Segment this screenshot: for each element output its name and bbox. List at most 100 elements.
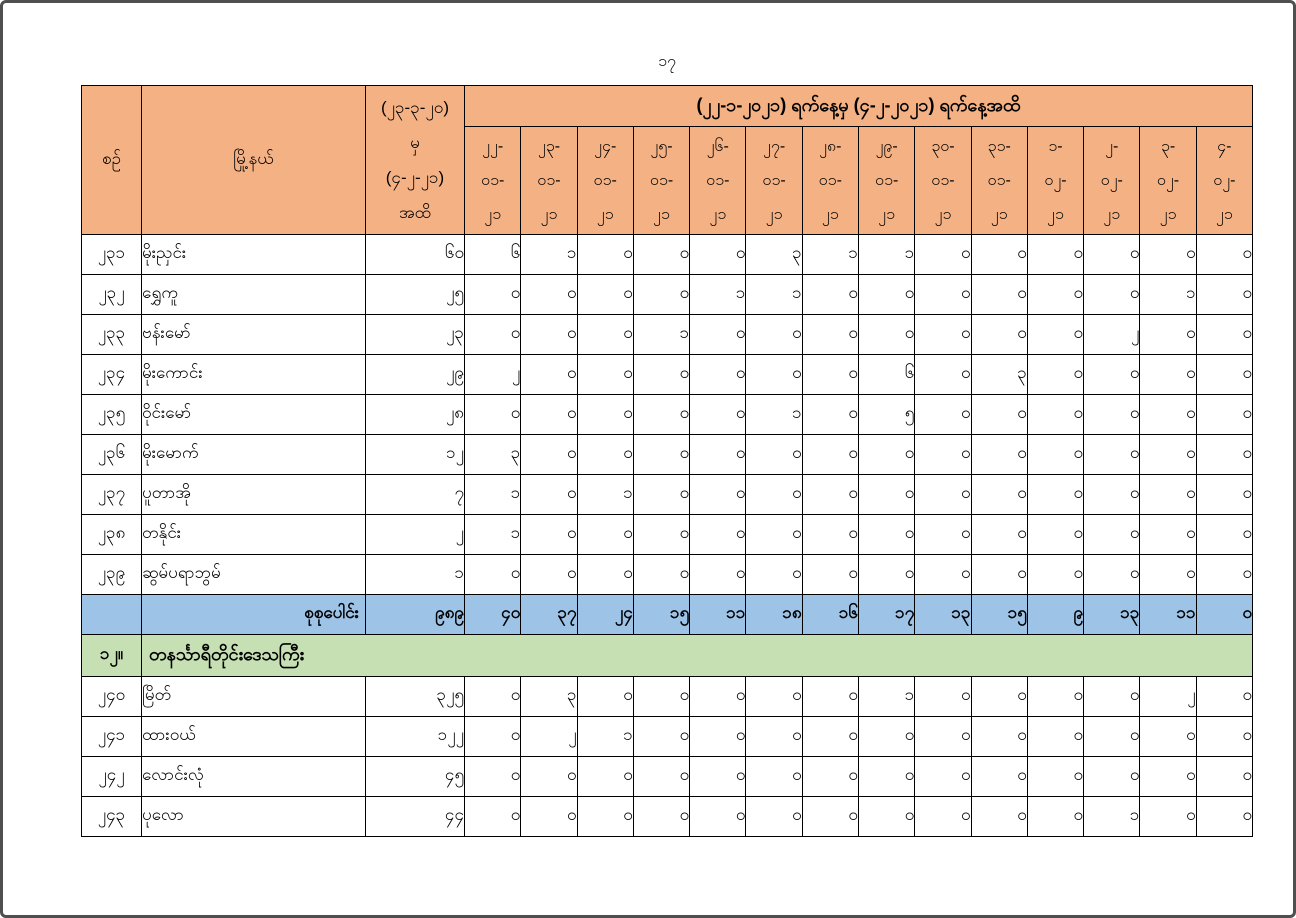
daily-value-cell: ၀ — [970, 716, 1028, 757]
daily-value-cell: ၀ — [1195, 514, 1254, 555]
daily-value-cell: ၀ — [463, 394, 522, 435]
daily-value-cell: ၀ — [1139, 796, 1197, 837]
cumulative-header-line: (၂၃-၃-၂၀) — [380, 98, 450, 117]
daily-value-cell: ၀ — [914, 394, 972, 435]
serial-cell: ၂၃၃ — [81, 314, 142, 355]
total-daily-value-cell: ၉ — [1026, 594, 1085, 635]
date-column-header: ၁- ၀၂- ၂၁ — [1026, 126, 1085, 235]
total-daily-value-cell: ၃၇ — [520, 594, 578, 635]
daily-value-cell: ၀ — [857, 796, 916, 837]
daily-value-cell: ၀ — [520, 554, 578, 595]
daily-value-cell: ၀ — [1195, 756, 1254, 797]
daily-value-cell: ၀ — [689, 716, 747, 757]
cumulative-total-cell: ၁၂၂ — [365, 716, 465, 757]
daily-value-cell: ၀ — [914, 354, 972, 395]
daily-value-cell: ၀ — [857, 514, 916, 555]
daily-value-cell: ၀ — [689, 474, 747, 515]
township-row: ၂၄၀ မြိတ် ၃၂၅၀၃၀၀၀၀၀၁၀၀၀၀၂၀ — [81, 676, 1254, 717]
table-header: စဉ် မြို့နယ် (၂၃-၃-၂၀) မှ (၄-၂-၂၁) အထိ (၂၂-… — [81, 85, 1254, 235]
daily-value-cell: ၀ — [970, 474, 1028, 515]
serial-cell: ၂၃၇ — [81, 474, 142, 515]
cumulative-total-cell: ၁ — [365, 554, 465, 595]
daily-value-cell: ၀ — [801, 554, 859, 595]
township-name-cell: မြိတ် — [141, 676, 366, 717]
daily-value-cell: ၀ — [857, 434, 916, 475]
serial-cell: ၂၃၅ — [81, 394, 142, 435]
daily-value-cell: ၀ — [1195, 354, 1254, 395]
serial-cell: ၂၃၂ — [81, 274, 142, 315]
daily-value-cell: ၀ — [463, 314, 522, 355]
daily-value-cell: ၀ — [745, 474, 803, 515]
date-column-header: ၂၂- ၀၁- ၂၁ — [463, 126, 522, 235]
serial-cell: ၂၄၃ — [81, 796, 142, 837]
daily-value-cell: ၀ — [576, 394, 634, 435]
daily-value-cell: ၀ — [1195, 554, 1254, 595]
daily-value-cell: ၀ — [745, 716, 803, 757]
daily-value-cell: ၀ — [463, 554, 522, 595]
total-row-empty-cell — [81, 594, 142, 635]
daily-value-cell: ၀ — [576, 796, 634, 837]
grand-total-row: စုစုပေါင်း ၉၈၉ ၄၀ ၃၇ ၂၄ ၁၅ ၁၁ ၁၈ ၁၆ ၁၇ ၁၃ ၁၅၉၁၃ ၁၁၀ — [81, 594, 1254, 635]
daily-value-cell: ၀ — [689, 234, 747, 275]
daily-value-cell: ၀ — [632, 474, 691, 515]
daily-value-cell: ၀ — [632, 514, 691, 555]
date-column-header: ၃၀- ၀၁- ၂၁ — [914, 126, 972, 235]
total-daily-value-cell: ၂၄ — [576, 594, 634, 635]
daily-value-cell: ၀ — [463, 716, 522, 757]
daily-value-cell: ၃ — [745, 234, 803, 275]
daily-value-cell: ၀ — [520, 474, 578, 515]
daily-value-cell: ၀ — [1195, 676, 1254, 717]
daily-value-cell: ၀ — [1026, 394, 1085, 435]
daily-value-cell: ၀ — [1083, 514, 1141, 555]
township-name-cell: တနိုင်း — [141, 514, 366, 555]
total-daily-value-cell: ၁၅ — [632, 594, 691, 635]
cumulative-header-line: (၄-၂-၂၁) — [385, 168, 445, 187]
daily-value-cell: ၁ — [1139, 274, 1197, 315]
serial-cell: ၂၃၄ — [81, 354, 142, 395]
total-daily-value-cell: ၁၁ — [1139, 594, 1197, 635]
daily-value-cell: ၀ — [576, 554, 634, 595]
daily-value-cell: ၀ — [1083, 274, 1141, 315]
daily-value-cell: ၀ — [520, 354, 578, 395]
daily-value-cell: ၀ — [632, 274, 691, 315]
daily-value-cell: ၀ — [970, 394, 1028, 435]
cumulative-total-cell: ၇ — [365, 474, 465, 515]
daily-value-cell: ၀ — [576, 274, 634, 315]
daily-value-cell: ၀ — [801, 796, 859, 837]
township-name-cell: ပူတာအို — [141, 474, 366, 515]
township-row: ၂၃၈ တနိုင်း၂၁၀၀၀၀၀၀၀၀၀၀၀၀၀ — [81, 514, 1254, 555]
daily-value-cell: ၀ — [520, 434, 578, 475]
daily-value-cell: ၀ — [1195, 716, 1254, 757]
total-daily-value-cell: ၁၁ — [689, 594, 747, 635]
daily-value-cell: ၀ — [1026, 234, 1085, 275]
township-row: ၂၃၆ မိုးမောက် ၁၂၃၀၀၀၀၀၀၀၀၀၀၀၀၀ — [81, 434, 1254, 475]
total-cumulative-cell: ၉၈၉ — [365, 594, 465, 635]
daily-value-cell: ၀ — [1083, 474, 1141, 515]
daily-value-cell: ၀ — [463, 274, 522, 315]
date-column-header: ၂၈- ၀၁- ၂၁ — [801, 126, 859, 235]
daily-value-cell: ၀ — [914, 234, 972, 275]
daily-value-cell: ၀ — [520, 514, 578, 555]
section-title-cell: တနင်္သာရီတိုင်းဒေသကြီး — [141, 634, 1253, 677]
cumulative-total-cell: ၁၂ — [365, 434, 465, 475]
daily-value-cell: ၀ — [520, 756, 578, 797]
daily-value-cell: ၀ — [970, 676, 1028, 717]
daily-value-cell: ၀ — [1083, 394, 1141, 435]
daily-value-cell: ၀ — [1195, 394, 1254, 435]
daily-value-cell: ၆ — [463, 234, 522, 275]
daily-value-cell: ၀ — [520, 314, 578, 355]
township-row: ၂၃၉ ဆွမ်ပရာဘွမ်၁၀၀၀၀၀၀၀၀၀၀၀၀၀၀ — [81, 554, 1254, 595]
daily-value-cell: ၀ — [970, 234, 1028, 275]
daily-value-cell: ၃ — [520, 676, 578, 717]
daily-value-cell: ၀ — [857, 314, 916, 355]
date-column-header: ၂၅- ၀၁- ၂၁ — [632, 126, 691, 235]
daily-value-cell: ၀ — [632, 716, 691, 757]
daily-value-cell: ၁ — [463, 514, 522, 555]
daily-value-cell: ၀ — [914, 434, 972, 475]
township-row: ၂၄၁ ထားဝယ် ၁၂၂၀၂၁၀၀၀၀၀၀၀၀၀၀၀ — [81, 716, 1254, 757]
daily-value-cell: ၀ — [689, 796, 747, 837]
daily-value-cell: ၁ — [576, 716, 634, 757]
daily-value-cell: ၀ — [745, 354, 803, 395]
daily-value-cell: ၀ — [1083, 234, 1141, 275]
total-daily-value-cell: ၁၅ — [970, 594, 1028, 635]
